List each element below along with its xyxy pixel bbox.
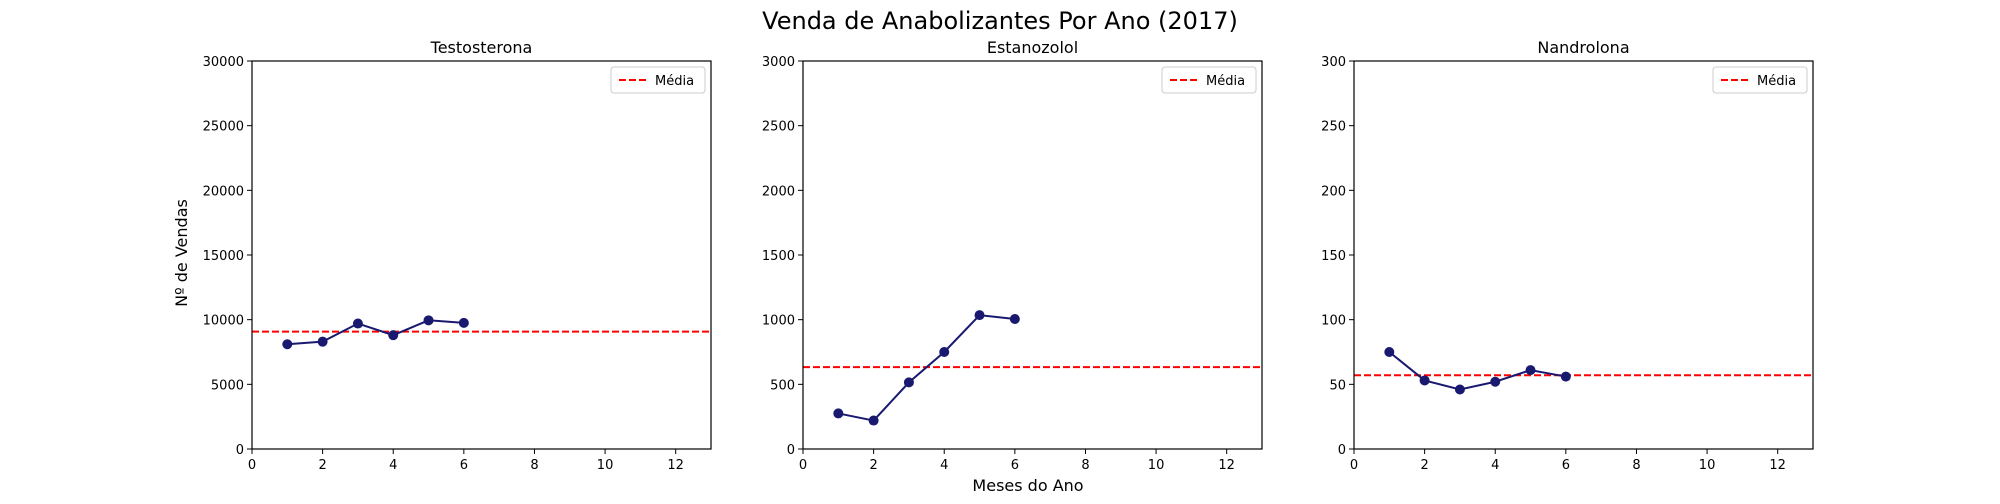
- y-tick-label: 0: [236, 443, 244, 458]
- y-tick-label: 25000: [203, 120, 244, 135]
- data-point: [282, 339, 293, 350]
- y-tick-label: 250: [1321, 120, 1346, 135]
- y-tick-label: 20000: [203, 184, 244, 199]
- y-tick-label: 200: [1321, 184, 1346, 199]
- x-tick-label: 0: [1350, 458, 1358, 473]
- y-tick-label: 5000: [211, 378, 244, 393]
- y-tick-label: 150: [1321, 249, 1346, 264]
- legend: Média: [1712, 66, 1808, 94]
- x-tick-label: 0: [248, 458, 256, 473]
- y-tick-label: 0: [1338, 443, 1346, 458]
- subplot-title: Nandrolona: [1537, 38, 1629, 57]
- y-tick-label: 3000: [762, 55, 795, 70]
- data-point: [317, 336, 328, 347]
- y-tick-label: 1000: [762, 314, 795, 329]
- legend-label: Média: [655, 74, 694, 89]
- y-tick-label: 30000: [203, 55, 244, 70]
- data-point: [352, 318, 363, 329]
- x-tick-label: 2: [1420, 458, 1428, 473]
- data-point: [974, 310, 985, 321]
- subplot-title: Estanozolol: [987, 38, 1078, 57]
- x-tick-label: 10: [1699, 458, 1716, 473]
- data-point: [1009, 314, 1020, 325]
- series-line: [287, 319, 464, 346]
- y-tick-label: 2500: [762, 120, 795, 135]
- subplot-3: Nandrolona 0 2 4 6 8 10 12 0 50 100 150 200 250 300 Méd…: [1321, 38, 1814, 473]
- y-tick-label: 2000: [762, 184, 795, 199]
- figure-title: Venda de Anabolizantes Por Ano (2017): [762, 7, 1238, 35]
- y-tick-label: 1500: [762, 249, 795, 264]
- x-tick-label: 4: [940, 458, 948, 473]
- subplot-1: Testosterona 0 2 4 6 8 10 12 0 5000 10000 15000 2000…: [203, 38, 712, 473]
- y-tick-label: 100: [1321, 314, 1346, 329]
- legend-box: [610, 66, 706, 94]
- x-tick-label: 8: [1081, 458, 1089, 473]
- data-point: [423, 315, 434, 326]
- data-point: [1384, 347, 1395, 357]
- x-tick-label: 6: [460, 458, 468, 473]
- axes-frame: [251, 60, 712, 450]
- data-point: [1419, 375, 1430, 386]
- data-point: [1525, 365, 1536, 376]
- x-tick-label: 2: [869, 458, 877, 473]
- legend-label: Média: [1757, 74, 1796, 89]
- x-tick-label: 10: [597, 458, 614, 473]
- y-tick-label: 10000: [203, 314, 244, 329]
- data-point: [388, 330, 399, 341]
- legend-box: [1712, 66, 1808, 94]
- subplot-2: Estanozolol 0 2 4 6 8 10 12 0 500 1000 1500 2000 2500…: [762, 38, 1263, 473]
- axes-frame: [1353, 60, 1814, 450]
- x-tick-label: 4: [389, 458, 397, 473]
- x-tick-label: 12: [1769, 458, 1786, 473]
- legend: Média: [1161, 66, 1257, 94]
- data-point: [458, 317, 469, 328]
- x-tick-label: 0: [799, 458, 807, 473]
- data-point: [833, 408, 844, 419]
- x-tick-label: 8: [530, 458, 538, 473]
- figure-xlabel: Meses do Ano: [972, 476, 1083, 495]
- y-tick-label: 0: [787, 443, 795, 458]
- y-tick-label: 500: [770, 378, 795, 393]
- x-tick-label: 8: [1632, 458, 1640, 473]
- legend-label: Média: [1206, 74, 1245, 89]
- x-tick-label: 2: [318, 458, 326, 473]
- data-point: [903, 377, 914, 388]
- axes-frame: [802, 60, 1263, 450]
- x-tick-label: 6: [1562, 458, 1570, 473]
- legend: Média: [610, 66, 706, 94]
- figure-ylabel: Nº de Vendas: [172, 199, 191, 307]
- data-point: [868, 415, 879, 426]
- legend-box: [1161, 66, 1257, 94]
- x-tick-label: 10: [1148, 458, 1165, 473]
- x-tick-label: 12: [1218, 458, 1235, 473]
- series-line: [838, 314, 1015, 422]
- x-tick-label: 12: [667, 458, 684, 473]
- y-tick-label: 15000: [203, 249, 244, 264]
- subplot-title: Testosterona: [430, 38, 533, 57]
- y-tick-label: 300: [1321, 55, 1346, 70]
- x-tick-label: 4: [1491, 458, 1499, 473]
- data-point: [1454, 384, 1465, 395]
- data-point: [939, 347, 950, 357]
- data-point: [1490, 376, 1501, 387]
- data-point: [1560, 371, 1571, 382]
- series-line: [1388, 351, 1567, 391]
- y-tick-label: 50: [1329, 378, 1346, 393]
- x-tick-label: 6: [1011, 458, 1019, 473]
